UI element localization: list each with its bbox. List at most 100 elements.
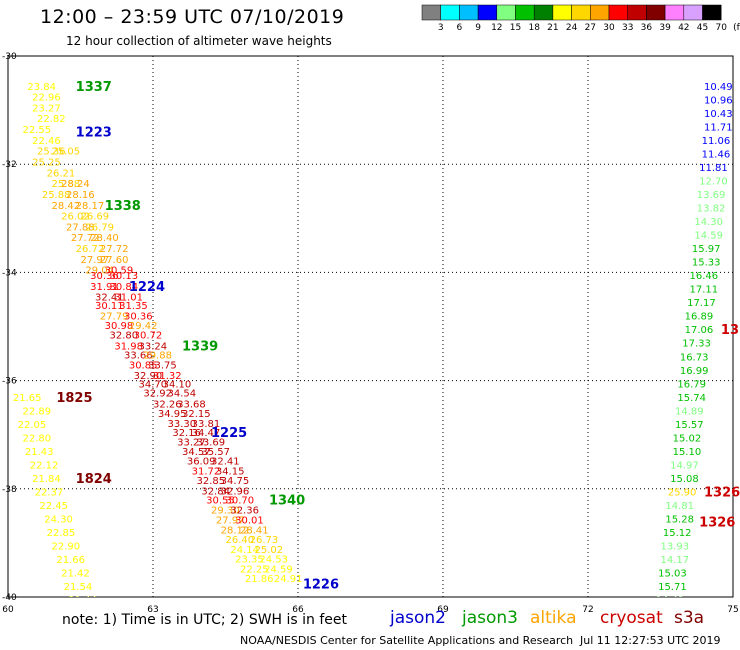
wave-height-point: 28.40 [90,233,119,244]
wave-height-point: 22.90 [52,542,81,553]
wave-height-point: 32.41 [95,293,124,304]
wave-height-point: 14.42 [656,596,685,607]
color-scale-swatch [496,4,516,21]
wave-height-point: 26.21 [47,168,76,179]
wave-height-point: 30.72 [134,331,163,342]
wave-height-point: 26.40 [226,535,255,546]
wave-height-point: 22.80 [23,433,52,444]
wave-height-point: 30.36 [90,271,119,282]
wave-height-point: 26.79 [85,222,114,233]
wave-height-point: 34.95 [158,409,187,420]
x-tick-label: 69 [437,605,449,615]
wave-height-point: 15.12 [663,528,692,539]
wave-height-point: 11.06 [702,136,731,147]
time-label: 1340 [269,494,305,509]
y-tick-label: -34 [2,268,17,278]
wave-height-point: 21.42 [61,569,90,580]
page-title: 12:00 – 23:59 UTC 07/10/2019 [40,6,345,28]
wave-height-point: 22.96 [32,93,61,104]
color-scale-label: (ft) [733,23,740,33]
satellite-legend-jason3: jason3 [462,608,518,628]
wave-height-point: 32.92 [143,389,172,400]
x-tick-label: 72 [582,605,593,615]
wave-height-point: 34.47 [192,428,221,439]
wave-height-point: 22.55 [23,125,52,136]
y-tick-label: -30 [2,52,17,62]
wave-height-point: 32.96 [221,486,250,497]
data-points: 23.8422.9623.2722.8222.5522.4625.3625.05… [13,82,733,607]
wave-height-point: 34.15 [216,466,245,477]
wave-height-point: 21.86 [245,574,274,585]
color-scale-label: 70 [715,23,727,33]
color-scale-label: 30 [603,23,615,33]
wave-height-point: 24.14 [230,545,259,556]
color-scale-swatch [459,4,479,21]
wave-height-point: 26.02 [61,212,90,223]
color-scale-label: 18 [528,23,540,33]
wave-height-point: 11.46 [702,149,731,160]
time-label: 1225 [211,426,247,441]
color-scale-label: 45 [697,23,708,33]
wave-height-point: 16.73 [680,352,709,363]
color-scale-label: 42 [678,23,689,33]
color-scale-swatch [533,4,554,21]
wave-height-point: 15.03 [658,569,687,580]
wave-height-point: 17.17 [687,298,716,309]
wave-height-point: 16.89 [685,312,714,323]
color-scale-label: 36 [641,23,653,33]
wave-height-point: 17.06 [685,325,714,336]
wave-height-point: 22.45 [39,501,68,512]
wave-height-point: 22.82 [37,114,66,125]
generated-timestamp: Jul 11 12:27:53 UTC 2019 [580,634,721,647]
wave-height-point: 15.57 [675,420,704,431]
color-scale-swatch [608,4,628,21]
wave-height-point: 28.17 [76,201,105,212]
footnote: note: 1) Time is in UTC; 2) SWH is in fe… [62,612,348,628]
wave-height-point: 15.33 [692,258,721,269]
time-label: 1339 [182,339,218,354]
wave-height-point: 25.88 [52,179,81,190]
wave-height-point: 33.30 [168,419,197,430]
color-scale-swatch [477,4,498,21]
satellite-legend-cryosat: cryosat [600,608,663,628]
wave-height-point: 14.81 [665,501,694,512]
wave-height-point: 22.25 [240,564,269,575]
wave-height-point: 32.36 [230,505,259,516]
wave-height-point: 33.68 [177,399,206,410]
wave-height-point: 30.98 [105,321,134,332]
wave-height-point: 17.11 [690,285,719,296]
wave-height-point: 32.16 [172,428,201,439]
wave-height-point: 25.05 [52,147,81,158]
color-scale-label: 27 [585,23,596,33]
wave-height-point: 23.27 [32,103,61,114]
wave-height-point: 31.72 [192,466,221,477]
wave-height-point: 15.08 [670,474,699,485]
wave-height-point: 15.02 [673,433,702,444]
wave-height-point: 25.36 [37,147,66,158]
x-tick-label: 60 [2,605,14,615]
time-label: 13 [721,323,739,338]
time-label: 1223 [76,126,112,141]
color-scale-label: 33 [622,23,633,33]
y-tick-label: -32 [2,160,17,170]
wave-height-point: 32.41 [211,457,240,468]
color-scale-label: 24 [566,23,578,33]
wave-height-point: 34.75 [221,476,250,487]
time-label: 1224 [129,280,165,295]
wave-height-point: 32.26 [153,399,182,410]
satellite-legend-s3a: s3a [674,608,705,628]
wave-height-point: 35.57 [201,447,230,458]
x-tick-label: 66 [292,605,304,615]
wave-height-point: 10.49 [704,82,733,93]
wave-height-point: 14.97 [670,460,699,471]
wave-height-point: 15.74 [677,393,706,404]
wave-height-point: 34.70 [139,379,168,390]
credit-text: NOAA/NESDIS Center for Satellite Applica… [240,634,574,647]
wave-height-point: 30.55 [206,496,235,507]
color-scale-label: 21 [547,23,558,33]
wave-height-point: 32.84 [201,486,230,497]
color-scale-swatch [440,4,460,21]
wave-height-point: 33.75 [148,360,177,371]
wave-height-point: 25.25 [32,157,61,168]
wave-height-point: 27.97 [216,516,245,527]
